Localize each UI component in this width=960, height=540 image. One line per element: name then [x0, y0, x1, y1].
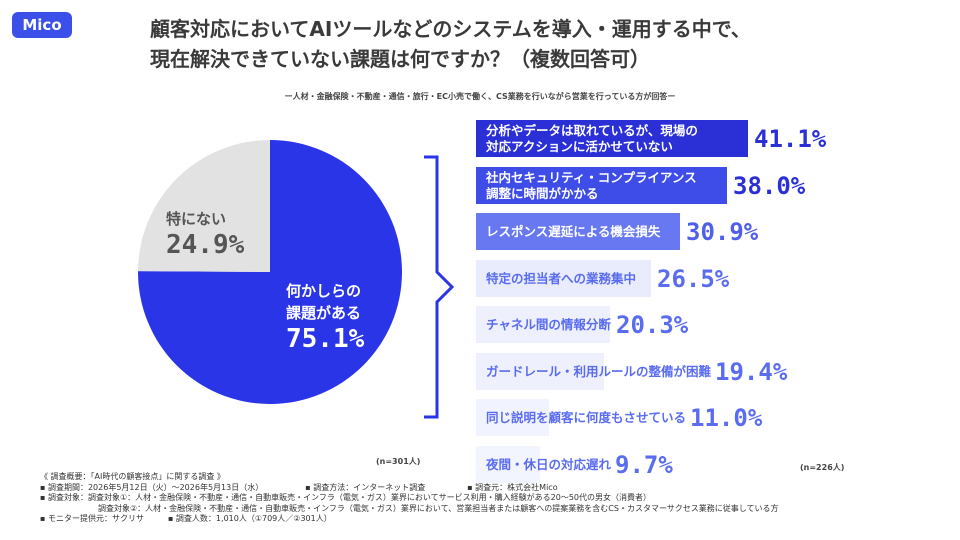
bar-label-3: 特定の担当者への業務集中: [486, 271, 636, 287]
bar-value-7: 9.7%: [615, 451, 673, 479]
bar-label-6: 同じ説明を顧客に何度もさせている: [486, 410, 686, 426]
footer-period: ▪ 調査期間：2026年5月12日（火）〜2026年5月13日（水）: [40, 482, 264, 492]
pie-slice-value-issues: 75.1%: [286, 324, 365, 354]
pie-label-none: 特にない 24.9%: [166, 208, 244, 260]
bracket-connector: [424, 155, 455, 419]
footer-method: ▪ 調査方法：インターネット調査: [305, 482, 426, 492]
pie-slice-none: [138, 140, 270, 272]
bar-5: [476, 353, 604, 390]
bar-label-1-line-0: 社内セキュリティ・コンプライアンス: [486, 170, 697, 185]
bar-1: [476, 167, 727, 204]
mico-logo: Mico: [12, 12, 72, 38]
bar-n-note: (n=226人): [800, 463, 845, 472]
bar-value-2: 30.9%: [686, 218, 759, 246]
bar-value-6: 11.0%: [690, 404, 763, 432]
bar-value-5: 19.4%: [715, 358, 788, 386]
pie-slice-value-none: 24.9%: [166, 230, 245, 260]
page-title: 顧客対応においてAIツールなどのシステムを導入・運用する中で、 現在解決できてい…: [150, 14, 751, 74]
bar-3: [476, 260, 651, 297]
title-line-1: 顧客対応においてAIツールなどのシステムを導入・運用する中で、: [150, 17, 751, 41]
pie-slice-label-issues-1: 何かしらの: [286, 282, 362, 300]
footer-count: ▪ 調査人数：1,010人（①709人／②301人）: [167, 514, 332, 523]
bar-label-5: ガードレール・利用ルールの整備が困難: [486, 364, 711, 380]
bar-label-7-line-0: 夜間・休日の対応遅れ: [486, 457, 612, 472]
bar-label-0: 分析やデータは取れているが、現場の 対応アクションに活かせていない: [486, 123, 698, 155]
footer-target-1: ▪ 調査対象：調査対象①：人材・金融保険・不動産・通信・自動車販売・インフラ（電…: [40, 493, 652, 502]
bar-label-6-line-0: 同じ説明を顧客に何度もさせている: [486, 410, 687, 425]
bar-4: [476, 306, 610, 343]
bar-label-4-line-0: チャネル間の情報分断: [486, 317, 611, 332]
bar-label-4: チャネル間の情報分断: [486, 317, 611, 333]
footer-monitor: ▪ モニター提供元：サクリサ: [40, 514, 144, 523]
bar-value-0: 41.1%: [754, 125, 827, 153]
footer-target-2: 調査対象②：人材・金融保険・不動産・通信・自動車販売・インフラ（電気・ガス）業界…: [98, 503, 779, 513]
pie-label-issues: 何かしらの 課題がある 75.1%: [286, 280, 364, 354]
bar-7: [476, 446, 540, 483]
bar-label-5-line-0: ガードレール・利用ルールの整備が困難: [486, 364, 712, 379]
bar-0: [476, 120, 748, 157]
bar-value-4: 20.3%: [616, 311, 689, 339]
pie-n-note: (n=301人): [376, 457, 421, 466]
bar-label-0-line-1: 対応アクションに活かせていない: [486, 139, 673, 154]
survey-footer: 《 調査概要：「AI時代の顧客接点」に関する調査 》 ▪ 調査期間：2026年5…: [40, 472, 779, 525]
bar-label-1-line-1: 調整に時間がかかる: [486, 186, 599, 201]
bar-2: [476, 213, 680, 250]
bar-6: [476, 399, 549, 436]
bar-label-0-line-0: 分析やデータは取れているが、現場の: [486, 123, 698, 138]
footer-org: ▪ 調査元：株式会社Mico: [467, 482, 558, 492]
bar-value-3: 26.5%: [657, 265, 730, 293]
bar-label-7: 夜間・休日の対応遅れ: [486, 457, 611, 473]
bar-label-1: 社内セキュリティ・コンプライアンス 調整に時間がかかる: [486, 170, 697, 202]
bar-label-2-line-0: レスポンス遅延による機会損失: [486, 224, 661, 239]
bar-label-3-line-0: 特定の担当者への業務集中: [486, 271, 637, 286]
title-line-2: 現在解決できていない課題は何ですか？（複数回答可）: [150, 47, 650, 71]
footer-heading: 《 調査概要：「AI時代の顧客接点」に関する調査 》: [40, 472, 225, 481]
bar-label-2: レスポンス遅延による機会損失: [486, 224, 660, 240]
footer-row-1: ▪ 調査期間：2026年5月12日（火）〜2026年5月13日（水） ▪ 調査方法…: [40, 483, 779, 494]
bar-value-1: 38.0%: [733, 172, 806, 200]
chart-subtitle: ー人材・金融保険・不動産・通信・旅行・EC小売で働く、CS業務を行いながら営業を…: [284, 92, 676, 101]
footer-row-4: ▪ モニター提供元：サクリサ ▪ 調査人数：1,010人（①709人／②301人）: [40, 514, 779, 525]
pie-slice-label-none: 特にない: [166, 210, 227, 228]
pie-slice-label-issues-2: 課題がある: [286, 304, 362, 322]
